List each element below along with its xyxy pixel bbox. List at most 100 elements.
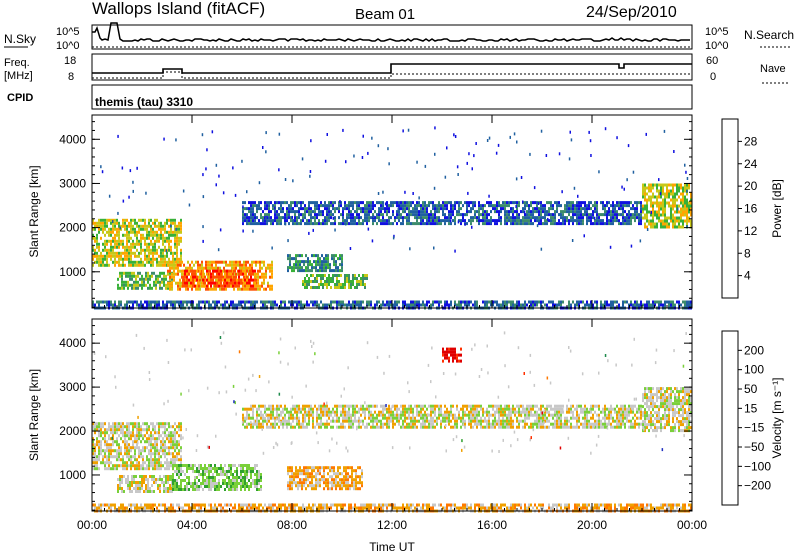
echo-cell <box>246 285 248 288</box>
echo-cell <box>106 258 108 261</box>
echo-cell <box>202 240 204 243</box>
echo-cell <box>126 225 128 228</box>
echo-cell <box>128 458 130 461</box>
echo-cell <box>346 277 348 280</box>
echo-cell <box>544 210 546 213</box>
echo-cell <box>140 261 142 264</box>
echo-cell <box>442 213 444 216</box>
echo-cell <box>370 216 372 219</box>
echo-cell <box>674 193 676 196</box>
echo-cell <box>196 467 198 470</box>
echo-cell <box>134 455 136 458</box>
echo-cell <box>346 216 348 219</box>
echo-cell <box>642 190 644 193</box>
echo-cell <box>254 219 256 222</box>
echo-cell <box>135 490 137 493</box>
freq-unit: [MHz] <box>4 70 33 82</box>
echo-cell <box>674 196 676 199</box>
echo-cell <box>680 199 682 202</box>
echo-cell <box>198 485 200 488</box>
echo-cell <box>98 446 100 449</box>
echo-cell <box>472 167 474 170</box>
echo-cell <box>214 301 216 304</box>
echo-cell <box>516 141 518 144</box>
echo-cell <box>347 466 349 469</box>
echo-cell <box>309 260 311 263</box>
echo-cell <box>178 449 180 452</box>
echo-cell <box>142 422 144 425</box>
echo-cell <box>184 301 186 304</box>
echo-cell <box>128 237 130 240</box>
echo-cell <box>178 458 180 461</box>
echo-cell <box>293 266 295 269</box>
echo-cell <box>382 213 384 216</box>
echo-cell <box>244 473 246 476</box>
echo-cell <box>366 301 368 304</box>
echo-cell <box>644 223 646 226</box>
echo-cell <box>126 467 128 470</box>
echo-cell <box>174 446 176 449</box>
echo-cell <box>212 282 214 285</box>
echo-cell <box>438 301 440 304</box>
echo-cell <box>110 461 112 464</box>
echo-cell <box>420 210 422 213</box>
echo-cell <box>150 449 152 452</box>
echo-cell <box>176 240 178 243</box>
echo-cell <box>239 288 241 291</box>
echo-cell <box>120 446 122 449</box>
echo-cell <box>432 216 434 219</box>
echo-cell <box>402 204 404 207</box>
echo-cell <box>370 201 372 204</box>
echo-cell <box>466 207 468 210</box>
echo-cell <box>325 260 327 263</box>
echo-cell <box>174 470 176 473</box>
echo-cell <box>211 261 213 264</box>
echo-cell <box>230 270 232 273</box>
echo-cell <box>162 249 164 252</box>
echo-cell <box>328 207 330 210</box>
echo-cell <box>556 207 558 210</box>
echo-cell <box>622 216 624 219</box>
echo-cell <box>368 219 370 222</box>
echo-cell <box>682 193 684 196</box>
echo-cell <box>334 301 336 304</box>
echo-cell <box>129 484 131 487</box>
echo-cell <box>406 219 408 222</box>
echo-cell <box>172 476 174 479</box>
echo-cell <box>206 467 208 470</box>
echo-cell <box>164 467 166 470</box>
echo-cell <box>371 137 373 140</box>
echo-cell <box>347 475 349 478</box>
echo-cell <box>647 228 649 231</box>
echo-cell <box>676 184 678 187</box>
echo-cell <box>294 213 296 216</box>
echo-cell <box>216 285 218 288</box>
echo-cell <box>311 487 313 490</box>
echo-cell <box>178 225 180 228</box>
echo-cell <box>178 440 180 443</box>
echo-cell <box>166 422 168 425</box>
echo-cell <box>326 213 328 216</box>
echo-cell <box>370 204 372 207</box>
echo-cell <box>530 301 532 304</box>
echo-cell <box>250 207 252 210</box>
echo-cell <box>138 255 140 258</box>
echo-cell <box>408 204 410 207</box>
echo-cell <box>462 219 464 222</box>
echo-cell <box>444 207 446 210</box>
echo-cell <box>312 222 314 225</box>
echo-cell <box>194 482 196 485</box>
echo-cell <box>150 240 152 243</box>
echo-cell <box>145 484 147 487</box>
echo-cell <box>626 301 628 304</box>
echo-cell <box>350 213 352 216</box>
echo-cell <box>170 240 172 243</box>
echo-cell <box>176 446 178 449</box>
echo-cell <box>98 455 100 458</box>
echo-cell <box>248 216 250 219</box>
echo-cell <box>146 249 148 252</box>
echo-cell <box>314 207 316 210</box>
echo-cell <box>372 222 374 225</box>
echo-cell <box>202 476 204 479</box>
echo-cell <box>534 301 536 304</box>
